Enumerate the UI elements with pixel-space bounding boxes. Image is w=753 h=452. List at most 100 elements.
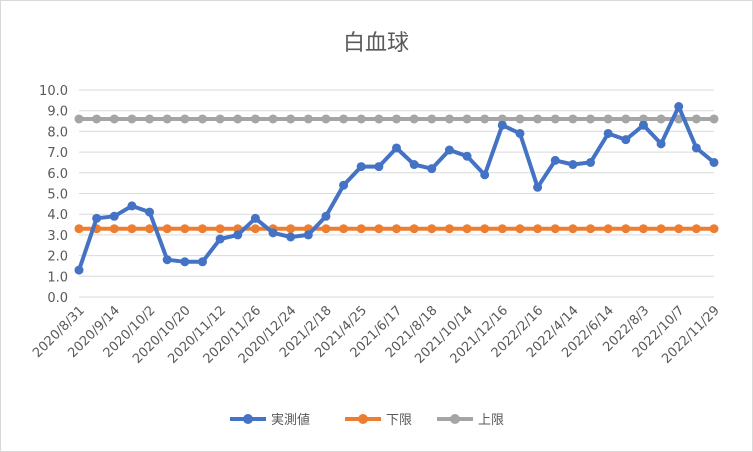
data-point bbox=[92, 114, 102, 124]
legend-marker bbox=[358, 414, 368, 424]
legend-label: 下限 bbox=[386, 413, 412, 428]
chart-title: 白血球 bbox=[343, 31, 409, 56]
data-point bbox=[586, 224, 596, 234]
data-point bbox=[180, 257, 190, 267]
data-point bbox=[409, 160, 419, 170]
data-point bbox=[286, 232, 296, 242]
data-point bbox=[409, 224, 419, 234]
data-point bbox=[303, 114, 313, 124]
data-point bbox=[709, 224, 719, 234]
data-point bbox=[321, 211, 331, 221]
data-point bbox=[74, 114, 84, 124]
legend-item: 実測値 bbox=[230, 412, 310, 428]
legend-marker bbox=[243, 414, 253, 424]
data-point bbox=[145, 224, 155, 234]
x-axis-ticks: 2020/8/312020/9/142020/10/22020/10/20202… bbox=[30, 303, 723, 367]
data-point bbox=[550, 114, 560, 124]
data-point bbox=[603, 114, 613, 124]
data-point bbox=[515, 224, 525, 234]
legend-marker bbox=[450, 414, 460, 424]
y-tick-label: 7.0 bbox=[47, 146, 68, 161]
data-point bbox=[392, 143, 401, 153]
data-point bbox=[533, 114, 543, 124]
data-point bbox=[197, 257, 207, 267]
data-point bbox=[550, 224, 560, 234]
y-tick-label: 0.0 bbox=[47, 291, 68, 306]
data-point bbox=[568, 224, 578, 234]
data-point bbox=[74, 265, 84, 275]
series-1 bbox=[74, 224, 719, 234]
data-point bbox=[109, 211, 119, 221]
data-point bbox=[497, 224, 507, 234]
data-point bbox=[374, 162, 384, 172]
data-point bbox=[674, 224, 684, 234]
data-point bbox=[656, 114, 666, 124]
data-point bbox=[356, 224, 366, 234]
data-point bbox=[162, 114, 172, 124]
data-point bbox=[427, 114, 437, 124]
data-point bbox=[74, 224, 84, 234]
data-point bbox=[533, 182, 543, 192]
data-point bbox=[480, 114, 490, 124]
y-tick-label: 6.0 bbox=[47, 167, 68, 182]
data-point bbox=[162, 224, 172, 234]
data-point bbox=[568, 160, 578, 170]
data-point bbox=[127, 114, 137, 124]
data-point bbox=[568, 114, 578, 124]
data-point bbox=[638, 120, 648, 130]
data-point bbox=[374, 224, 384, 234]
data-point bbox=[162, 255, 172, 265]
data-point bbox=[638, 114, 648, 124]
data-point bbox=[233, 230, 243, 240]
legend-item: 下限 bbox=[345, 413, 412, 428]
data-point bbox=[321, 224, 331, 234]
data-point bbox=[339, 180, 349, 190]
data-point bbox=[621, 114, 631, 124]
data-point bbox=[444, 224, 454, 234]
data-point bbox=[462, 114, 472, 124]
data-point bbox=[286, 114, 296, 124]
data-point bbox=[392, 224, 401, 234]
data-point bbox=[250, 213, 260, 223]
data-point bbox=[621, 224, 631, 234]
data-point bbox=[339, 114, 349, 124]
data-point bbox=[550, 155, 560, 165]
data-point bbox=[691, 114, 701, 124]
data-point bbox=[215, 234, 225, 244]
data-point bbox=[356, 114, 366, 124]
data-point bbox=[462, 151, 472, 161]
data-point bbox=[497, 114, 507, 124]
y-tick-label: 5.0 bbox=[47, 188, 68, 203]
y-tick-label: 9.0 bbox=[47, 105, 68, 120]
data-point bbox=[392, 114, 401, 124]
y-tick-label: 1.0 bbox=[47, 270, 68, 285]
data-point bbox=[709, 114, 719, 124]
data-point bbox=[638, 224, 648, 234]
y-tick-label: 10.0 bbox=[39, 84, 68, 99]
data-point bbox=[656, 139, 666, 149]
data-point bbox=[109, 114, 119, 124]
data-point bbox=[586, 157, 596, 167]
series-group bbox=[74, 102, 719, 275]
data-point bbox=[109, 224, 119, 234]
data-point bbox=[286, 224, 296, 234]
data-point bbox=[586, 114, 596, 124]
data-point bbox=[656, 224, 666, 234]
data-point bbox=[268, 114, 278, 124]
data-point bbox=[374, 114, 384, 124]
data-point bbox=[339, 224, 349, 234]
y-tick-label: 3.0 bbox=[47, 229, 68, 244]
data-point bbox=[497, 120, 507, 130]
data-point bbox=[444, 145, 454, 155]
legend-label: 上限 bbox=[478, 413, 504, 428]
data-point bbox=[180, 114, 190, 124]
data-point bbox=[480, 224, 490, 234]
data-point bbox=[127, 224, 137, 234]
data-point bbox=[427, 224, 437, 234]
legend: 実測値 下限 上限 bbox=[230, 412, 504, 428]
data-point bbox=[515, 114, 525, 124]
data-point bbox=[321, 114, 331, 124]
data-point bbox=[709, 157, 719, 167]
data-point bbox=[145, 114, 155, 124]
